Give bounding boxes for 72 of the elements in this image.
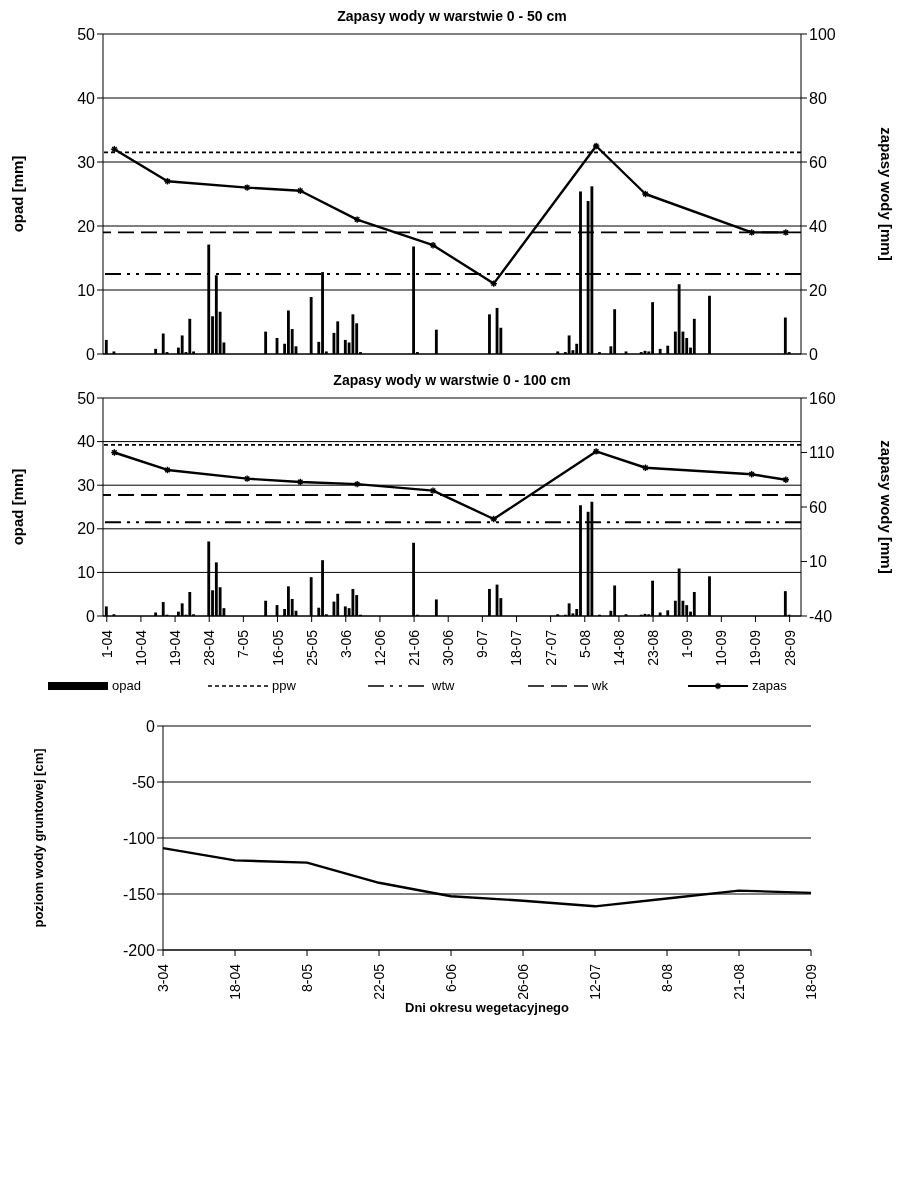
legend-label: ppw (272, 678, 297, 693)
x-tick-label: 21-08 (731, 963, 747, 1000)
x-tick-label: 19-09 (747, 629, 764, 666)
y-tick-label: 0 (86, 345, 96, 363)
x-tick-label: 27-07 (542, 629, 559, 666)
x-tick-label: 12-06 (371, 629, 388, 666)
x-tick-label: 28-04 (201, 629, 218, 666)
y-tick-label: 10 (77, 564, 96, 582)
x-axis-title: Dni okresu wegetacyjnego (405, 1000, 570, 1015)
y-tick-label: -150 (122, 885, 156, 903)
y2-tick-label: 0 (809, 345, 818, 363)
y-tick-label: 40 (77, 89, 96, 107)
x-tick-label: 3-06 (337, 629, 354, 659)
x-tick-label: 6-06 (443, 963, 459, 993)
x-tick-label: 10-04 (132, 629, 149, 666)
y-tick-label: 0 (146, 717, 156, 735)
legend-label: wtw (431, 678, 455, 693)
y-tick-label: 10 (77, 281, 96, 299)
y-tick-label: -100 (122, 829, 156, 847)
y2-axis-title: zapasy wody [mm] (877, 127, 895, 261)
x-tick-label: 9-07 (474, 629, 491, 659)
x-tick-label: 30-06 (440, 629, 457, 666)
y-tick-label: 40 (77, 433, 96, 451)
legend-label: zapas (752, 678, 788, 693)
x-tick-label: 3-04 (155, 963, 171, 993)
x-tick-label: 1-09 (679, 629, 696, 659)
x-tick-label: 18-04 (227, 963, 243, 1000)
x-tick-label: 5-08 (576, 629, 593, 659)
x-tick-label: 7-05 (235, 629, 252, 659)
x-tick-label: 8-08 (659, 963, 675, 993)
y-tick-label: -200 (122, 941, 156, 959)
y-tick-label: 30 (77, 153, 96, 171)
x-tick-label: 10-09 (713, 629, 730, 666)
x-tick-label: 14-08 (610, 629, 627, 666)
y2-tick-label: -40 (809, 607, 833, 625)
x-tick-label: 1-04 (98, 629, 115, 659)
legend-label: opad (112, 678, 141, 693)
y2-tick-label: 60 (809, 498, 827, 516)
y-tick-label: 20 (77, 520, 96, 538)
y2-axis-title: zapasy wody [mm] (877, 440, 895, 574)
chart-title: Zapasy wody w warstwie 0 - 100 cm (332, 372, 572, 388)
x-tick-label: 18-07 (508, 629, 525, 666)
y2-tick-label: 40 (809, 217, 827, 235)
y-tick-label: 50 (77, 25, 96, 43)
x-tick-label: 8-05 (299, 963, 315, 993)
y-axis-title: poziom wody gruntowej [cm] (30, 748, 46, 928)
y2-tick-label: 100 (809, 25, 836, 43)
y-tick-label: 0 (86, 607, 96, 625)
y2-tick-label: 160 (809, 389, 836, 407)
y2-tick-label: 20 (809, 281, 827, 299)
y-tick-label: 20 (77, 217, 96, 235)
y2-tick-label: 10 (809, 553, 827, 571)
x-tick-label: 18-09 (803, 963, 819, 1000)
x-tick-label: 25-05 (303, 629, 320, 666)
x-tick-label: 21-06 (406, 629, 423, 666)
y-axis-title: opad [mm] (9, 155, 27, 233)
x-tick-label: 22-05 (371, 963, 387, 1000)
y2-tick-label: 60 (809, 153, 827, 171)
x-tick-label: 12-07 (587, 963, 603, 1000)
legend-label: wk (591, 678, 609, 693)
y2-tick-label: 110 (809, 444, 835, 462)
x-tick-label: 28-09 (781, 629, 798, 666)
x-tick-label: 26-06 (515, 963, 531, 1000)
chart-title: Zapasy wody w warstwie 0 - 50 cm (336, 8, 568, 24)
y-axis-title: opad [mm] (9, 468, 27, 546)
y-tick-label: 50 (77, 389, 96, 407)
y2-tick-label: 80 (809, 89, 827, 107)
x-tick-label: 23-08 (645, 629, 662, 666)
x-tick-label: 19-04 (167, 629, 184, 666)
x-tick-label: 16-05 (269, 629, 286, 666)
y-tick-label: -50 (131, 773, 156, 791)
y-tick-label: 30 (77, 476, 96, 494)
